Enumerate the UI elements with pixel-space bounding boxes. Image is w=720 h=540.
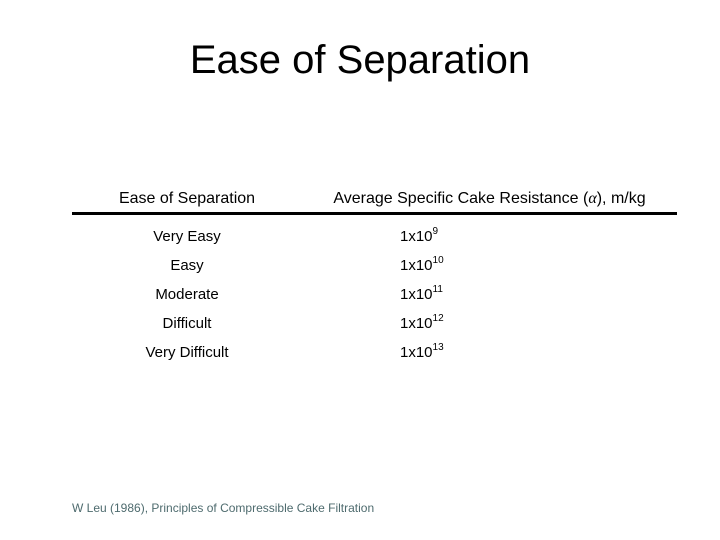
resistance-exponent: 12	[432, 313, 444, 324]
ease-cell: Difficult	[162, 315, 212, 332]
resistance-value: 1x10	[400, 315, 433, 332]
resistance-exponent: 11	[432, 284, 443, 295]
resistance-header-prefix: Average Specific Cake Resistance (	[333, 190, 589, 207]
resistance-value: 1x10	[400, 344, 433, 361]
resistance-cell: 1x109	[302, 226, 677, 246]
table-row: Easy 1x1010	[72, 251, 677, 280]
ease-cell: Very Difficult	[145, 344, 229, 361]
resistance-cell: 1x1012	[302, 313, 677, 333]
resistance-cell: 1x1011	[302, 284, 677, 304]
ease-cell: Easy	[170, 257, 204, 274]
table-row: Difficult 1x1012	[72, 309, 677, 338]
slide-title: Ease of Separation	[189, 38, 531, 82]
resistance-value: 1x10	[400, 286, 433, 303]
separation-table: Ease of Separation Average Specific Cake…	[72, 189, 677, 367]
table-row: Moderate 1x1011	[72, 280, 677, 309]
table-body: Very Easy 1x109 Easy 1x1010 Moderate 1x1…	[72, 215, 677, 367]
table-header-row: Ease of Separation Average Specific Cake…	[72, 189, 677, 215]
resistance-exponent: 9	[432, 226, 439, 237]
ease-cell: Very Easy	[153, 228, 221, 245]
column-header-ease: Ease of Separation	[118, 190, 256, 207]
resistance-value: 1x10	[400, 257, 433, 274]
table-row: Very Difficult 1x1013	[72, 338, 677, 367]
resistance-exponent: 13	[432, 342, 444, 353]
column-header-resistance: Average Specific Cake Resistance (α), m/…	[302, 189, 677, 208]
resistance-value: 1x10	[400, 228, 433, 245]
ease-cell: Moderate	[155, 286, 219, 303]
resistance-header-suffix: ), m/kg	[596, 190, 646, 207]
resistance-cell: 1x1010	[302, 255, 677, 275]
table-row: Very Easy 1x109	[72, 222, 677, 251]
resistance-cell: 1x1013	[302, 342, 677, 362]
alpha-symbol: α	[588, 190, 597, 207]
resistance-exponent: 10	[432, 255, 444, 266]
citation: W Leu (1986), Principles of Compressible…	[72, 501, 375, 515]
